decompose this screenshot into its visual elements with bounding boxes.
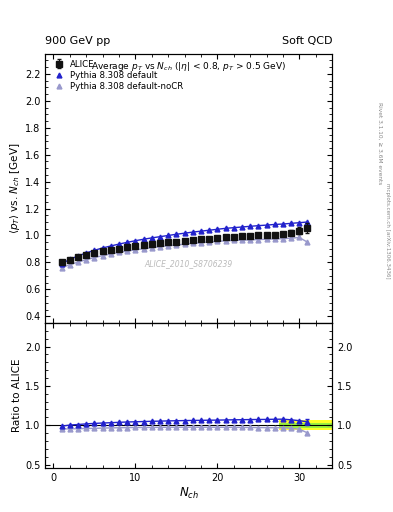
Pythia 8.308 default-noCR xyxy=(166,243,171,249)
Bar xyxy=(279,423,332,428)
Text: 900 GeV pp: 900 GeV pp xyxy=(45,36,110,46)
Pythia 8.308 default-noCR xyxy=(190,240,195,246)
Pythia 8.308 default xyxy=(166,232,171,239)
Pythia 8.308 default xyxy=(264,222,269,228)
Pythia 8.308 default xyxy=(305,219,310,225)
Pythia 8.308 default-noCR xyxy=(207,239,211,245)
Line: Pythia 8.308 default-noCR: Pythia 8.308 default-noCR xyxy=(59,235,310,270)
Pythia 8.308 default xyxy=(207,227,211,233)
Pythia 8.308 default-noCR xyxy=(84,257,88,263)
Text: Soft QCD: Soft QCD xyxy=(282,36,332,46)
Text: mcplots.cern.ch [arXiv:1306.3436]: mcplots.cern.ch [arXiv:1306.3436] xyxy=(385,183,389,278)
Line: Pythia 8.308 default: Pythia 8.308 default xyxy=(59,220,310,266)
Pythia 8.308 default xyxy=(281,221,285,227)
Pythia 8.308 default-noCR xyxy=(264,236,269,242)
Pythia 8.308 default xyxy=(149,235,154,241)
Y-axis label: $\langle p_T \rangle$ vs. $N_{ch}$ [GeV]: $\langle p_T \rangle$ vs. $N_{ch}$ [GeV] xyxy=(8,142,22,234)
Pythia 8.308 default-noCR xyxy=(117,249,121,255)
Pythia 8.308 default-noCR xyxy=(59,265,64,271)
Pythia 8.308 default-noCR xyxy=(174,242,179,248)
Pythia 8.308 default-noCR xyxy=(133,247,138,253)
Pythia 8.308 default xyxy=(117,241,121,247)
Bar xyxy=(279,420,332,430)
Pythia 8.308 default xyxy=(256,223,261,229)
Pythia 8.308 default-noCR xyxy=(141,246,146,252)
Pythia 8.308 default xyxy=(174,231,179,238)
Pythia 8.308 default xyxy=(75,253,80,259)
Pythia 8.308 default xyxy=(223,225,228,231)
Pythia 8.308 default-noCR xyxy=(158,244,162,250)
Pythia 8.308 default-noCR xyxy=(215,238,220,244)
Y-axis label: Ratio to ALICE: Ratio to ALICE xyxy=(12,359,22,433)
Pythia 8.308 default xyxy=(92,247,97,253)
Pythia 8.308 default xyxy=(182,230,187,236)
Pythia 8.308 default xyxy=(108,243,113,249)
Text: Rivet 3.1.10, ≥ 3.6M events: Rivet 3.1.10, ≥ 3.6M events xyxy=(377,102,382,184)
Pythia 8.308 default xyxy=(158,233,162,240)
Legend: ALICE, Pythia 8.308 default, Pythia 8.308 default-noCR: ALICE, Pythia 8.308 default, Pythia 8.30… xyxy=(50,58,185,93)
Pythia 8.308 default-noCR xyxy=(198,240,203,246)
Pythia 8.308 default xyxy=(59,261,64,267)
Pythia 8.308 default-noCR xyxy=(68,262,72,268)
Pythia 8.308 default-noCR xyxy=(256,237,261,243)
Pythia 8.308 default-noCR xyxy=(281,236,285,242)
Pythia 8.308 default-noCR xyxy=(248,237,252,243)
Pythia 8.308 default xyxy=(215,226,220,232)
Pythia 8.308 default xyxy=(248,223,252,229)
Pythia 8.308 default-noCR xyxy=(125,248,130,254)
Pythia 8.308 default-noCR xyxy=(272,236,277,242)
Pythia 8.308 default xyxy=(289,220,294,226)
Pythia 8.308 default-noCR xyxy=(223,238,228,244)
Pythia 8.308 default xyxy=(141,236,146,242)
Pythia 8.308 default-noCR xyxy=(231,238,236,244)
Pythia 8.308 default xyxy=(297,220,302,226)
Pythia 8.308 default-noCR xyxy=(289,235,294,241)
Pythia 8.308 default-noCR xyxy=(149,245,154,251)
Pythia 8.308 default-noCR xyxy=(297,234,302,241)
Pythia 8.308 default-noCR xyxy=(182,241,187,247)
Pythia 8.308 default-noCR xyxy=(305,239,310,245)
Pythia 8.308 default xyxy=(240,224,244,230)
Text: Average $p_T$ vs $N_{ch}$ ($|\eta|$ < 0.8, $p_T$ > 0.5 GeV): Average $p_T$ vs $N_{ch}$ ($|\eta|$ < 0.… xyxy=(91,60,286,74)
Pythia 8.308 default xyxy=(84,250,88,256)
Pythia 8.308 default-noCR xyxy=(108,251,113,257)
Pythia 8.308 default xyxy=(231,225,236,231)
Pythia 8.308 default xyxy=(198,228,203,234)
Pythia 8.308 default xyxy=(68,257,72,263)
Pythia 8.308 default-noCR xyxy=(100,252,105,259)
Pythia 8.308 default xyxy=(272,221,277,227)
Pythia 8.308 default-noCR xyxy=(240,237,244,243)
Pythia 8.308 default xyxy=(100,245,105,251)
Pythia 8.308 default xyxy=(190,229,195,235)
Pythia 8.308 default-noCR xyxy=(75,259,80,265)
Text: ALICE_2010_S8706239: ALICE_2010_S8706239 xyxy=(145,259,233,268)
Pythia 8.308 default-noCR xyxy=(92,254,97,261)
Pythia 8.308 default xyxy=(133,238,138,244)
X-axis label: $N_{ch}$: $N_{ch}$ xyxy=(179,486,198,501)
Pythia 8.308 default xyxy=(125,239,130,245)
